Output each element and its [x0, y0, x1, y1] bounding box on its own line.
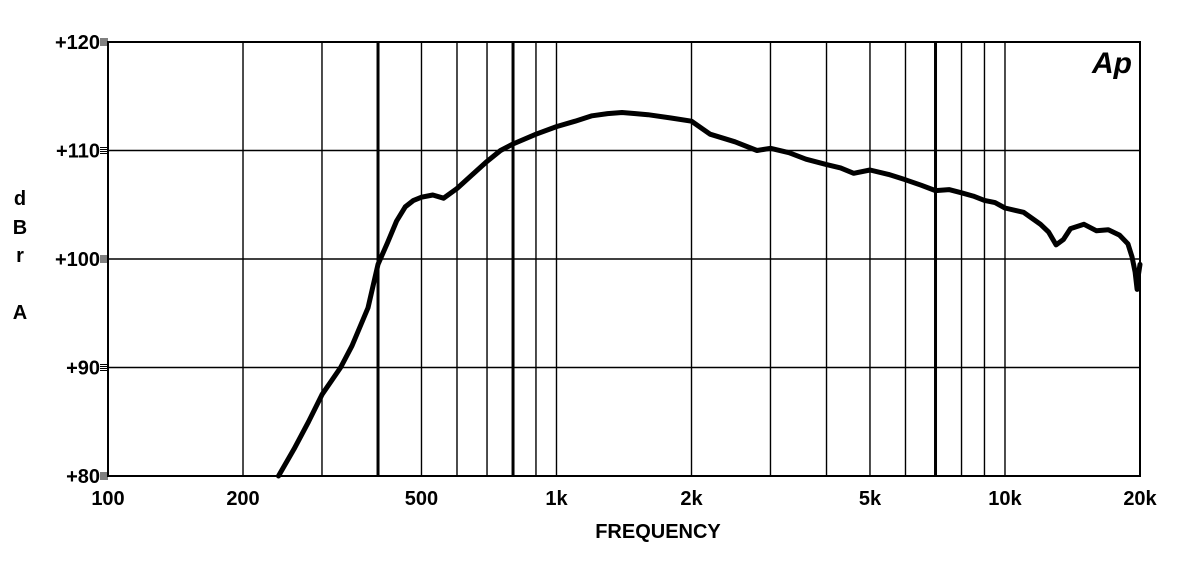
response-curve-line — [276, 110, 1143, 479]
y-tick-label: +100 — [55, 249, 100, 271]
x-tick-label: 20k — [1123, 488, 1157, 510]
y-axis-title-char: A — [13, 302, 27, 324]
plot-border — [107, 41, 1141, 477]
tick-labels: 100 200 500 1k 2k 5k 10k 20k +80 +90 +100 +110 +120 — [55, 32, 1158, 510]
x-tick-label: 1k — [545, 488, 568, 510]
x-tick-label: 100 — [91, 488, 124, 510]
x-tick-label: 500 — [405, 488, 438, 510]
grid-lines — [100, 38, 1140, 480]
x-tick-label: 10k — [988, 488, 1022, 510]
y-axis-title-char: B — [13, 217, 27, 239]
x-tick-label: 200 — [226, 488, 259, 510]
y-tick-label: +120 — [55, 32, 100, 54]
y-tick-label: +110 — [56, 141, 100, 163]
y-axis-title: dBr A — [13, 188, 27, 324]
y-tick-label: +80 — [66, 466, 100, 488]
x-axis-title: FREQUENCY — [595, 521, 721, 543]
ap-logo: Ap — [1091, 47, 1132, 80]
y-axis-title-char: d — [14, 188, 26, 210]
y-tick-label: +90 — [66, 358, 100, 380]
x-tick-label: 2k — [680, 488, 703, 510]
x-tick-label: 5k — [859, 488, 882, 510]
y-axis-title-char: r — [16, 245, 24, 267]
